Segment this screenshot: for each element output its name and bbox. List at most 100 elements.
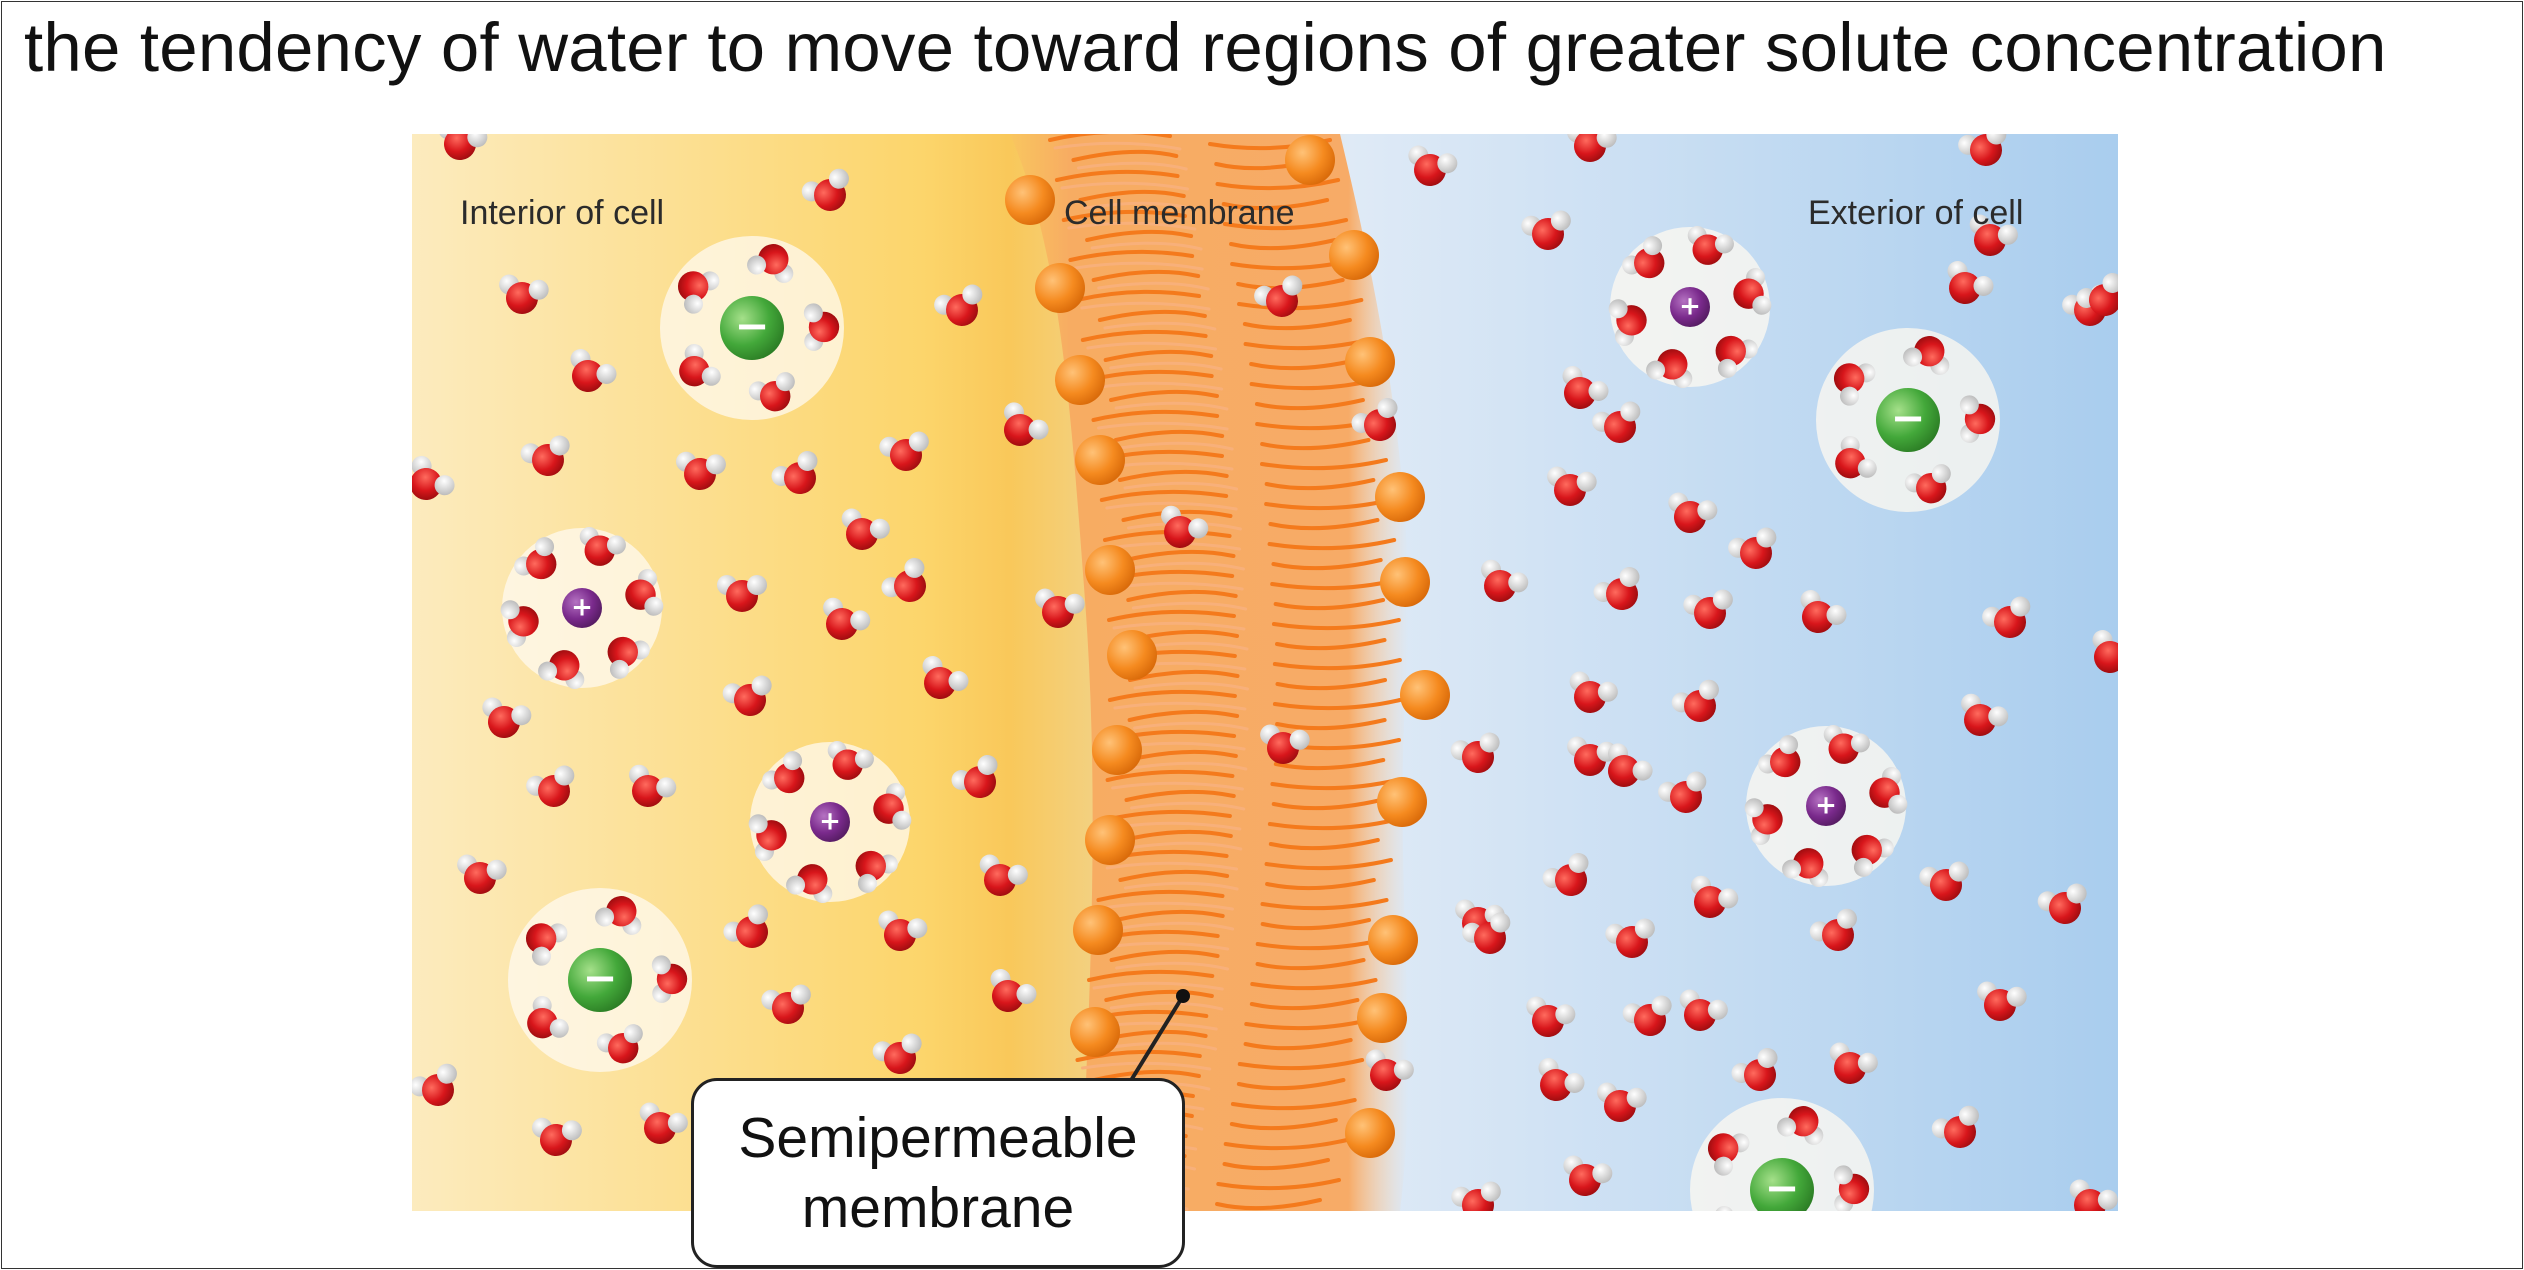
- lipid-head: [1070, 1007, 1120, 1057]
- water-molecule: [873, 782, 912, 830]
- water-molecule: [1904, 464, 1951, 504]
- water-molecule: [520, 435, 570, 476]
- water-molecule: [1542, 852, 1589, 896]
- lipid-tail: [1130, 801, 1246, 811]
- water-molecule: [570, 348, 617, 392]
- lipid-tail: [1105, 861, 1239, 871]
- membrane-label: Cell membrane: [1064, 194, 1295, 232]
- lipid-tail: [1086, 341, 1218, 351]
- water-molecule: [1547, 466, 1597, 506]
- anion-ion: −: [568, 948, 632, 1012]
- water-molecule: [722, 675, 772, 716]
- water-molecule: [1977, 981, 2027, 1021]
- water-molecule: [676, 451, 726, 490]
- lipid-head: [1035, 263, 1085, 313]
- water-molecule: [827, 740, 874, 780]
- water-molecule: [1961, 693, 2009, 736]
- water-molecule: [482, 697, 532, 738]
- water-molecule: [855, 850, 898, 893]
- lipid-head: [1092, 725, 1142, 775]
- lipid-tail: [1127, 709, 1387, 731]
- water-molecule: [841, 508, 890, 550]
- water-molecule: [1728, 527, 1777, 569]
- water-molecule: [748, 372, 795, 412]
- lipid-tail: [1133, 681, 1249, 691]
- water-molecule: [1903, 336, 1950, 375]
- water-molecule: [1592, 401, 1641, 443]
- water-molecule: [1809, 908, 1857, 951]
- water-molecule: [1526, 996, 1576, 1037]
- lipid-tail: [1109, 361, 1223, 371]
- water-molecule: [990, 968, 1037, 1012]
- lipid-tail: [1107, 689, 1402, 711]
- lipid-tail: [1111, 781, 1244, 791]
- water-molecule: [629, 764, 677, 807]
- water-molecule: [625, 568, 664, 616]
- lipid-head: [1400, 670, 1450, 720]
- water-molecule: [412, 1063, 457, 1106]
- water-molecule: [677, 271, 720, 314]
- callout-leader-line: [1128, 994, 1185, 1084]
- water-molecule: [1408, 145, 1458, 186]
- lipid-tail: [1060, 181, 1190, 191]
- lipid-head: [1107, 630, 1157, 680]
- water-molecule: [2092, 629, 2118, 673]
- lipid-tail: [1131, 761, 1248, 771]
- water-molecule: [1777, 1106, 1824, 1145]
- lipid-head: [1075, 435, 1125, 485]
- water-molecule: [1450, 732, 1500, 773]
- water-molecule: [1569, 671, 1618, 713]
- water-molecule: [1671, 679, 1719, 722]
- lipid-tail: [1131, 601, 1248, 611]
- water-molecule: [1605, 918, 1655, 958]
- lipid-tail: [1097, 421, 1229, 431]
- lipid-tail: [1112, 621, 1246, 631]
- water-molecule: [1707, 1133, 1750, 1176]
- svg-text:−: −: [735, 301, 770, 350]
- water-molecule: [717, 575, 767, 612]
- water-molecule: [1835, 435, 1877, 479]
- water-molecule: [1254, 275, 1303, 317]
- lipid-tail: [1101, 901, 1234, 911]
- lipid-heads: [1005, 135, 1450, 1158]
- water-molecule: [639, 1102, 688, 1144]
- lipid-tail: [1105, 769, 1400, 791]
- water-molecule: [525, 923, 568, 966]
- water-molecule: [596, 1024, 643, 1064]
- water-molecule: [1823, 724, 1870, 764]
- water-molecule: [934, 284, 983, 326]
- lipid-tail: [1105, 501, 1238, 511]
- lipid-tail: [1113, 429, 1371, 451]
- lipid-tail: [1097, 309, 1352, 331]
- svg-text:+: +: [1815, 791, 1837, 821]
- lipid-tail: [1103, 321, 1217, 331]
- lipid-head: [1285, 135, 1335, 185]
- lipid-tail: [1076, 161, 1188, 171]
- water-molecule: [1947, 260, 1994, 304]
- ions: − + + − + − + −: [562, 287, 1940, 1211]
- lipid-head: [1085, 545, 1135, 595]
- water-molecule: [1646, 349, 1693, 389]
- lipid-tail: [1129, 561, 1245, 571]
- anion-ion: −: [720, 296, 784, 360]
- water-molecule: [1462, 912, 1511, 954]
- water-molecule: [1969, 214, 2018, 256]
- water-molecule: [1538, 1057, 1585, 1101]
- water-molecule: [1919, 861, 1969, 901]
- anion-ion: −: [1750, 1158, 1814, 1211]
- water-molecules: [412, 134, 2118, 1211]
- water-molecule: [747, 244, 794, 283]
- water-molecule: [538, 650, 585, 690]
- water-molecule: [1931, 1105, 1979, 1148]
- water-molecule: [412, 455, 455, 500]
- water-molecule: [1758, 735, 1801, 778]
- svg-text:+: +: [1679, 292, 1701, 322]
- lipid-tail: [1104, 1041, 1218, 1051]
- semipermeable-membrane-callout: Semipermeable membrane: [691, 1078, 1185, 1268]
- water-molecule: [951, 754, 998, 798]
- water-molecule: [1451, 1181, 1501, 1211]
- water-molecule: [879, 431, 929, 471]
- lipid-head: [1005, 175, 1055, 225]
- lipid-tail: [1118, 469, 1376, 491]
- lipid-tail: [1096, 889, 1389, 911]
